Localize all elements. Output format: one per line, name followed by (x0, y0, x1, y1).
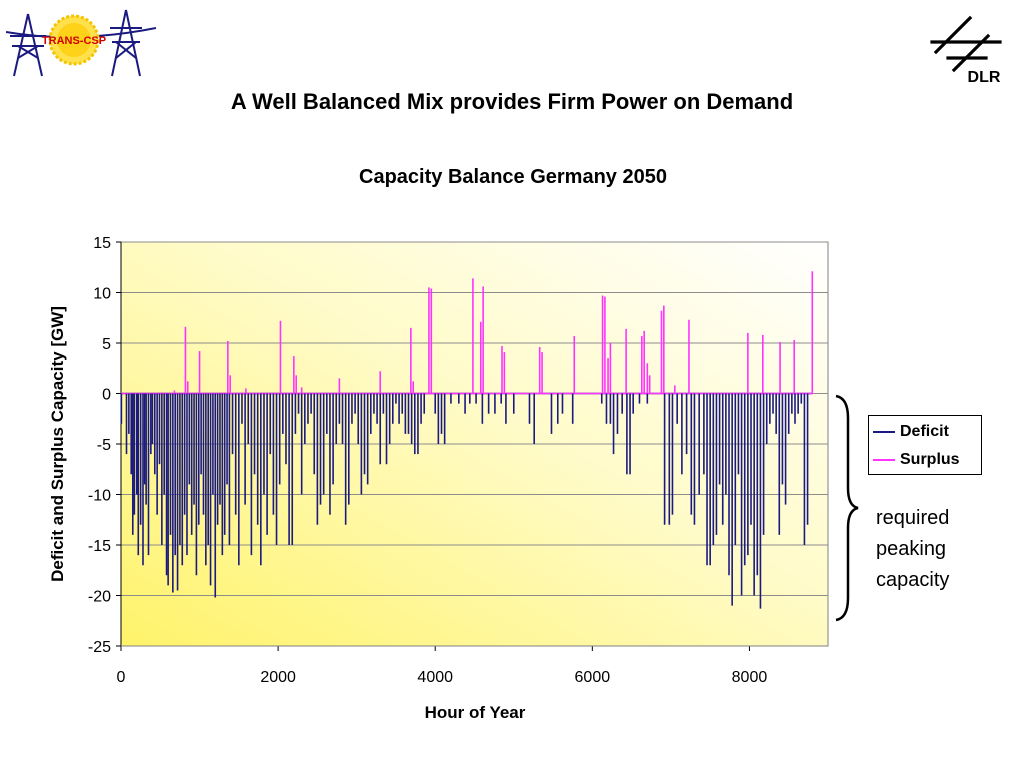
y-tick-label-7: -20 (88, 589, 111, 606)
x-axis-label: Hour of Year (425, 703, 526, 722)
x-tick-label-4: 8000 (732, 669, 768, 686)
peaking-capacity-brace (835, 394, 859, 622)
y-tick-label-8: -25 (88, 639, 111, 656)
annotation-line-1: required (876, 507, 950, 529)
legend-item-surplus: Surplus (873, 450, 960, 470)
trans-csp-logo: TRANS-CSP (6, 9, 156, 77)
x-tick-label-2: 4000 (417, 669, 453, 686)
legend-label-surplus: Surplus (900, 451, 960, 468)
legend-swatch-surplus (873, 459, 895, 461)
legend-item-deficit: Deficit (873, 422, 949, 442)
dlr-logo-text: DLR (968, 69, 1001, 86)
x-tick-label-3: 6000 (575, 669, 611, 686)
chart-title: Capacity Balance Germany 2050 (359, 166, 667, 188)
axes: 15 10 5 0 -5 -10 -15 -20 -25 0 2000 4000 6000 8000 (88, 235, 828, 686)
y-axis-label: Deficit and Surplus Capacity [GW] (48, 306, 67, 582)
y-tick-label-6: -15 (88, 538, 111, 555)
annotation-line-3: capacity (876, 569, 950, 591)
y-tick-label-2: 5 (102, 336, 111, 353)
slide-title: A Well Balanced Mix provides Firm Power … (230, 89, 794, 114)
dlr-logo: DLR (930, 15, 1002, 86)
annotation-line-2: peaking (876, 538, 947, 560)
chart-legend: Deficit Surplus (868, 415, 982, 475)
y-tick-label-1: 10 (93, 286, 111, 303)
x-tick-label-0: 0 (117, 669, 126, 686)
y-tick-label-4: -5 (97, 437, 111, 454)
y-tick-label-3: 0 (102, 387, 111, 404)
y-tick-label-5: -10 (88, 488, 111, 505)
series-group (120, 271, 814, 609)
trans-csp-logo-text: TRANS-CSP (42, 35, 106, 47)
x-tick-label-1: 2000 (260, 669, 296, 686)
legend-label-deficit: Deficit (900, 423, 949, 440)
legend-swatch-deficit (873, 431, 895, 433)
y-tick-label-0: 15 (93, 235, 111, 252)
peaking-capacity-annotation: required peaking capacity (876, 503, 996, 596)
